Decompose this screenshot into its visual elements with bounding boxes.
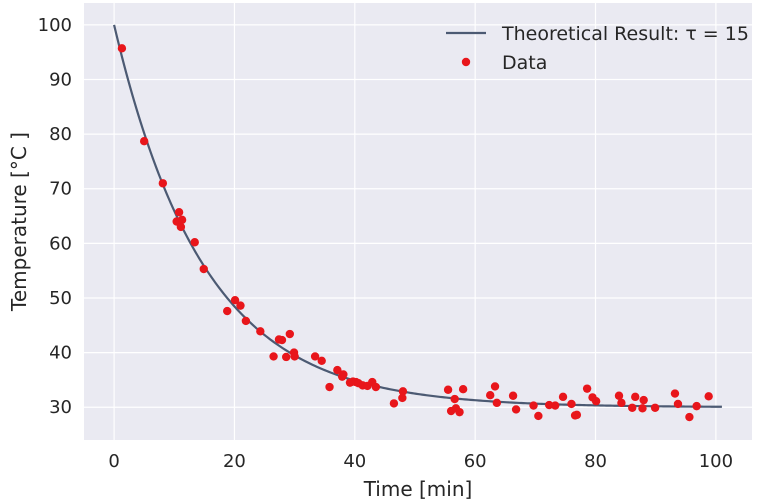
data-point	[567, 399, 576, 409]
data-point	[389, 399, 399, 408]
x-axis-label: Time [min]	[363, 477, 473, 501]
data-point	[277, 335, 287, 345]
data-point	[551, 401, 560, 410]
data-point	[490, 382, 500, 391]
y-tick-label: 30	[49, 397, 72, 418]
y-tick-label: 40	[49, 343, 72, 364]
data-point	[285, 329, 295, 339]
y-tick-label: 50	[49, 288, 72, 309]
grid	[84, 3, 752, 440]
data-point	[317, 356, 326, 365]
data-point	[339, 370, 348, 379]
y-axis-label: Temperature [°C ]	[7, 132, 31, 312]
data-point	[685, 412, 694, 422]
data-point	[310, 352, 320, 361]
data-point	[591, 397, 601, 406]
data-point	[398, 387, 408, 396]
plot-background	[84, 3, 752, 440]
data-point	[486, 391, 495, 400]
data-point	[455, 407, 464, 417]
data-point	[534, 411, 543, 421]
data-point	[692, 401, 701, 411]
data-point	[256, 327, 265, 336]
data-point	[450, 394, 459, 404]
x-tick-label: 0	[108, 451, 119, 472]
data-point	[511, 405, 521, 414]
data-point	[617, 398, 626, 408]
data-point	[230, 295, 240, 305]
data-point	[139, 137, 149, 146]
data-point	[508, 391, 518, 400]
data-point	[223, 306, 232, 316]
data-point	[558, 392, 568, 402]
data-point	[704, 392, 713, 401]
data-point	[177, 215, 187, 225]
data-point	[199, 264, 208, 274]
data-point	[290, 352, 299, 361]
data-point	[628, 403, 637, 412]
data-point	[241, 316, 251, 326]
y-tick-label: 90	[49, 69, 72, 90]
x-tick-label: 100	[699, 451, 733, 472]
legend-dot-swatch	[461, 57, 471, 67]
data-point	[269, 352, 278, 361]
data-point	[458, 384, 468, 394]
x-tick-label: 60	[464, 451, 487, 472]
x-tick-label: 20	[223, 451, 246, 472]
data-point	[236, 301, 245, 310]
data-point	[639, 395, 648, 405]
y-tick-label: 70	[49, 179, 72, 200]
data-point	[544, 400, 554, 410]
data-point	[670, 389, 680, 398]
data-point	[398, 393, 407, 403]
data-point	[117, 44, 127, 53]
legend-line-label: Theoretical Result: τ = 15	[501, 23, 749, 45]
legend-dot-label: Data	[502, 52, 547, 74]
x-tick-label: 40	[343, 451, 366, 472]
data-point	[158, 179, 168, 188]
y-tick-label: 60	[49, 233, 72, 254]
data-point	[631, 392, 640, 402]
x-tick-labels: 0 20 40 60 80 100	[108, 451, 733, 472]
data-point	[176, 222, 186, 232]
data-point	[371, 382, 381, 392]
legend: Theoretical Result: τ = 15 Data	[446, 23, 749, 74]
data-point	[333, 365, 342, 375]
data-point	[582, 384, 592, 393]
data-point	[650, 403, 660, 412]
data-point	[673, 399, 683, 409]
data-point	[638, 404, 647, 413]
y-tick-label: 80	[49, 124, 72, 145]
y-tick-labels: 30 40 50 60 70 80 90 100	[38, 15, 72, 418]
series-layer	[113, 24, 722, 422]
data-point	[529, 401, 538, 410]
data-point	[443, 385, 453, 394]
data-point	[492, 398, 502, 408]
data-point	[614, 391, 624, 400]
data-point	[190, 238, 199, 247]
data-point	[572, 410, 582, 420]
x-tick-label: 80	[584, 451, 607, 472]
data-point	[282, 352, 291, 362]
data-point	[174, 208, 184, 217]
data-point	[325, 382, 334, 392]
y-tick-label: 100	[38, 15, 72, 36]
